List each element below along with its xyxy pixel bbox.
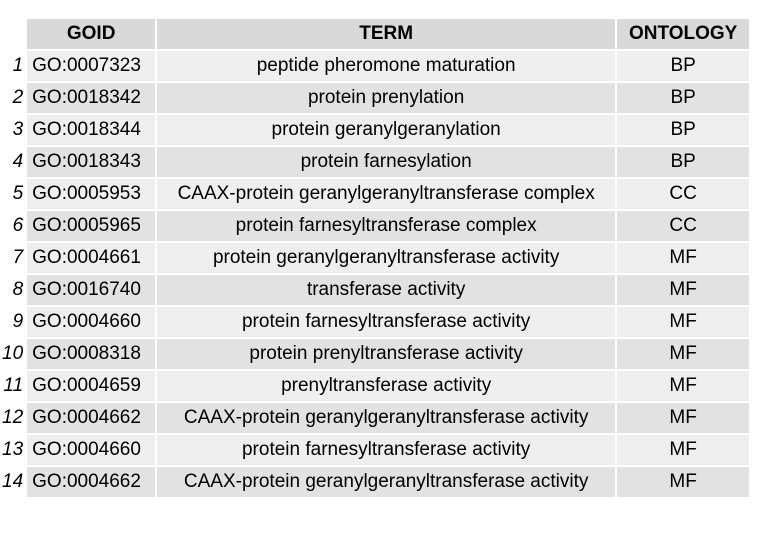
term-cell: CAAX-protein geranylgeranyltransferase a… bbox=[157, 403, 616, 433]
row-index: 4 bbox=[12, 151, 24, 172]
ontology-cell: MF bbox=[617, 435, 750, 465]
table-row: 11 GO:0004659 prenyltransferase activity MF bbox=[2, 371, 750, 401]
goid-cell: GO:0004660 bbox=[27, 307, 156, 337]
goid-cell: GO:0005953 bbox=[27, 179, 156, 209]
row-index: 1 bbox=[12, 55, 24, 76]
row-index: 9 bbox=[12, 311, 24, 332]
goid-cell: GO:0004662 bbox=[27, 403, 156, 433]
row-index: 7 bbox=[12, 247, 24, 268]
goid-cell: GO:0018342 bbox=[27, 83, 156, 113]
ontology-cell: BP bbox=[617, 115, 750, 145]
table-row: 1 GO:0007323 peptide pheromone maturation B… bbox=[2, 51, 750, 81]
term-cell: protein prenyltransferase activity bbox=[157, 339, 616, 369]
ontology-cell: MF bbox=[617, 467, 750, 497]
row-index-header bbox=[2, 19, 25, 49]
term-cell: prenyltransferase activity bbox=[157, 371, 616, 401]
row-index: 2 bbox=[12, 87, 24, 108]
goid-cell: GO:0005965 bbox=[27, 211, 156, 241]
term-cell: CAAX-protein geranylgeranyltransferase c… bbox=[157, 179, 616, 209]
table-row: 14 GO:0004662 CAAX-protein geranylgeranylt… bbox=[2, 467, 750, 497]
row-index: 6 bbox=[12, 215, 24, 236]
table-row: 5 GO:0005953 CAAX-protein geranylgeranyltr… bbox=[2, 179, 750, 209]
row-index: 11 bbox=[3, 375, 24, 396]
goid-cell: GO:0004661 bbox=[27, 243, 156, 273]
row-index: 14 bbox=[2, 471, 24, 492]
goid-cell: GO:0018343 bbox=[27, 147, 156, 177]
ontology-cell: BP bbox=[617, 147, 750, 177]
term-cell: CAAX-protein geranylgeranyltransferase a… bbox=[157, 467, 616, 497]
table-row: 7 GO:0004661 protein geranylgeranyltransfe… bbox=[2, 243, 750, 273]
term-cell: peptide pheromone maturation bbox=[157, 51, 616, 81]
go-table-container: GOID TERM ONTOLOGY 1 GO:0007323 peptide ph… bbox=[0, 17, 751, 499]
goid-cell: GO:0018344 bbox=[27, 115, 156, 145]
column-header-term: TERM bbox=[157, 19, 616, 49]
row-index: 8 bbox=[12, 279, 24, 300]
table-row: 10 GO:0008318 protein prenyltransferase ac… bbox=[2, 339, 750, 369]
goid-cell: GO:0016740 bbox=[27, 275, 156, 305]
term-cell: protein farnesylation bbox=[157, 147, 616, 177]
goid-cell: GO:0004660 bbox=[27, 435, 156, 465]
goid-cell: GO:0004662 bbox=[27, 467, 156, 497]
column-header-ontology: ONTOLOGY bbox=[617, 19, 750, 49]
table-row: 2 GO:0018342 protein prenylation BP bbox=[2, 83, 750, 113]
ontology-cell: MF bbox=[617, 403, 750, 433]
goid-cell: GO:0004659 bbox=[27, 371, 156, 401]
goid-cell: GO:0007323 bbox=[27, 51, 156, 81]
go-terms-table: GOID TERM ONTOLOGY 1 GO:0007323 peptide ph… bbox=[0, 17, 751, 499]
table-row: 4 GO:0018343 protein farnesylation BP bbox=[2, 147, 750, 177]
ontology-cell: MF bbox=[617, 307, 750, 337]
ontology-cell: BP bbox=[617, 83, 750, 113]
table-row: 13 GO:0004660 protein farnesyltransferase … bbox=[2, 435, 750, 465]
table-row: 6 GO:0005965 protein farnesyltransferase c… bbox=[2, 211, 750, 241]
row-index: 13 bbox=[2, 439, 24, 460]
ontology-cell: CC bbox=[617, 179, 750, 209]
term-cell: transferase activity bbox=[157, 275, 616, 305]
row-index: 3 bbox=[12, 119, 24, 140]
ontology-cell: MF bbox=[617, 339, 750, 369]
table-row: 3 GO:0018344 protein geranylgeranylation BP bbox=[2, 115, 750, 145]
goid-cell: GO:0008318 bbox=[27, 339, 156, 369]
term-cell: protein farnesyltransferase activity bbox=[157, 435, 616, 465]
ontology-cell: CC bbox=[617, 211, 750, 241]
row-index: 12 bbox=[2, 407, 24, 428]
row-index: 10 bbox=[2, 343, 24, 364]
ontology-cell: MF bbox=[617, 275, 750, 305]
table-header-row: GOID TERM ONTOLOGY bbox=[2, 19, 750, 49]
term-cell: protein prenylation bbox=[157, 83, 616, 113]
term-cell: protein geranylgeranylation bbox=[157, 115, 616, 145]
ontology-cell: BP bbox=[617, 51, 750, 81]
row-index: 5 bbox=[12, 183, 24, 204]
table-body: 1 GO:0007323 peptide pheromone maturation B… bbox=[2, 51, 750, 497]
term-cell: protein farnesyltransferase complex bbox=[157, 211, 616, 241]
column-header-goid: GOID bbox=[27, 19, 156, 49]
table-row: 12 GO:0004662 CAAX-protein geranylgeranylt… bbox=[2, 403, 750, 433]
term-cell: protein farnesyltransferase activity bbox=[157, 307, 616, 337]
ontology-cell: MF bbox=[617, 243, 750, 273]
table-row: 8 GO:0016740 transferase activity MF bbox=[2, 275, 750, 305]
term-cell: protein geranylgeranyltransferase activi… bbox=[157, 243, 616, 273]
table-row: 9 GO:0004660 protein farnesyltransferase a… bbox=[2, 307, 750, 337]
ontology-cell: MF bbox=[617, 371, 750, 401]
